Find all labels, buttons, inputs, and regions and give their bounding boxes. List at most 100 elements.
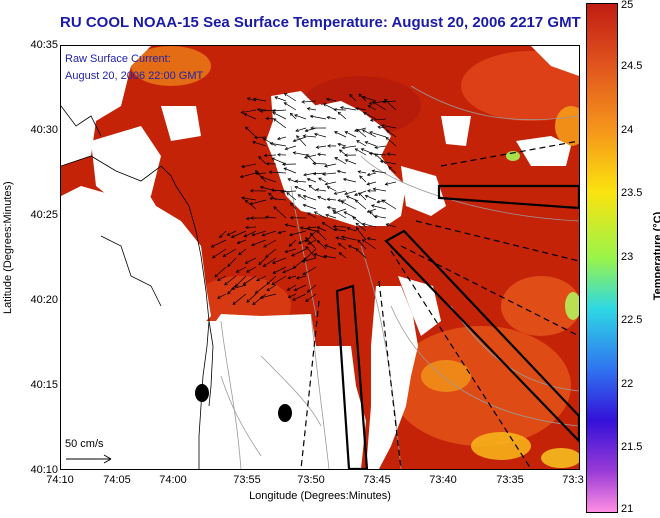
current-vector xyxy=(305,293,317,302)
current-vector xyxy=(264,154,277,157)
current-vector-head xyxy=(262,263,267,267)
current-vector-head xyxy=(376,199,381,204)
current-vector xyxy=(296,135,307,147)
current-vector-head xyxy=(322,172,326,176)
current-vector-head xyxy=(366,182,371,186)
current-vector xyxy=(374,153,387,165)
current-vector-head xyxy=(313,132,318,137)
current-vector-head xyxy=(370,204,375,208)
current-vector xyxy=(285,224,297,228)
current-vector-head xyxy=(277,153,281,157)
current-vector xyxy=(314,133,327,138)
colorbar-tick: 25 xyxy=(621,0,634,11)
current-vector-head xyxy=(344,191,348,196)
current-vector-head xyxy=(246,299,250,303)
current-vector xyxy=(252,293,267,305)
current-vector-head xyxy=(288,232,293,237)
current-vector-head xyxy=(306,177,311,182)
current-vector xyxy=(293,257,307,269)
current-vector xyxy=(236,266,247,273)
x-axis-label: Longitude (Degrees:Minutes) xyxy=(249,490,391,502)
current-vector xyxy=(295,127,307,132)
current-vector xyxy=(384,98,397,111)
temperature-colorbar xyxy=(586,3,618,513)
current-vector-head xyxy=(337,198,341,203)
current-vector-head xyxy=(306,153,310,158)
colorbar-tick: 22.5 xyxy=(621,314,643,326)
current-vector-head xyxy=(299,226,304,230)
colorbar-tick: 24 xyxy=(621,124,634,136)
current-vector xyxy=(237,239,247,244)
x-tick-label: 73:35 xyxy=(496,474,524,486)
current-vector-head xyxy=(383,98,388,103)
current-vector-head xyxy=(251,232,256,237)
current-vector-head xyxy=(302,194,307,199)
current-vector-head xyxy=(286,287,291,291)
current-vector xyxy=(287,178,297,183)
current-vector-head xyxy=(336,169,341,174)
current-vector xyxy=(314,211,327,219)
current-vector-head xyxy=(332,209,336,213)
current-vector xyxy=(317,240,327,250)
current-vector-head xyxy=(343,211,348,215)
x-tick-label: 74:10 xyxy=(46,474,74,486)
current-vector-head xyxy=(296,135,300,139)
current-vector-head xyxy=(240,110,245,114)
current-vector xyxy=(347,227,357,232)
current-vector xyxy=(278,230,287,234)
current-vector-head xyxy=(362,222,366,226)
current-vector-head xyxy=(254,135,258,140)
current-vector-head xyxy=(302,272,306,276)
current-vector xyxy=(346,195,357,201)
current-vector xyxy=(356,129,367,138)
current-vector xyxy=(338,243,347,250)
y-axis-label: Latitude (Degrees:Minutes) xyxy=(2,181,14,314)
y-tick-label: 40:30 xyxy=(30,124,58,136)
current-vector-head xyxy=(352,216,356,220)
current-vector-head xyxy=(384,182,389,186)
current-vector-head xyxy=(337,111,342,116)
current-vector xyxy=(371,205,387,210)
current-vector xyxy=(271,189,287,192)
current-vector-head xyxy=(315,145,320,149)
colorbar-tick: 23 xyxy=(621,251,634,263)
current-vector-head xyxy=(282,162,286,167)
current-vector xyxy=(271,158,287,165)
current-vector xyxy=(307,212,317,219)
current-vector xyxy=(243,275,257,285)
current-vector-head xyxy=(342,177,347,182)
current-vector-head xyxy=(241,164,245,169)
current-vector xyxy=(308,185,317,192)
current-vector xyxy=(307,178,317,183)
current-vector-head xyxy=(316,229,320,234)
current-vector xyxy=(367,237,377,241)
current-vector-head xyxy=(310,126,314,130)
colorbar-tick: 24.5 xyxy=(621,60,643,72)
current-vector-head xyxy=(326,197,331,202)
current-vector-head xyxy=(252,97,257,101)
current-vector-head xyxy=(338,149,343,153)
current-vector-head xyxy=(366,209,371,213)
current-vector-head xyxy=(334,131,338,135)
sst-map: Raw Surface Current: August 20, 2006 22:… xyxy=(60,45,580,470)
current-vector xyxy=(290,113,297,120)
current-vector-head xyxy=(286,192,290,196)
current-vector-head xyxy=(227,263,231,267)
current-vector-head xyxy=(355,222,360,227)
current-vector-head xyxy=(339,106,344,110)
current-vector xyxy=(356,140,367,147)
current-vector xyxy=(217,293,227,299)
current-vector-head xyxy=(381,199,385,203)
current-vector-head xyxy=(333,191,338,195)
y-tick-label: 40:15 xyxy=(30,379,58,391)
current-vector-head xyxy=(367,104,372,109)
current-vector xyxy=(313,172,327,175)
current-vector-head xyxy=(354,128,358,132)
current-vector-head xyxy=(327,144,331,148)
current-vector-head xyxy=(334,157,339,161)
current-vector xyxy=(280,190,297,193)
current-vector xyxy=(272,257,287,264)
current-vector xyxy=(245,126,257,138)
current-vector xyxy=(338,252,347,259)
current-vector-head xyxy=(355,248,360,252)
